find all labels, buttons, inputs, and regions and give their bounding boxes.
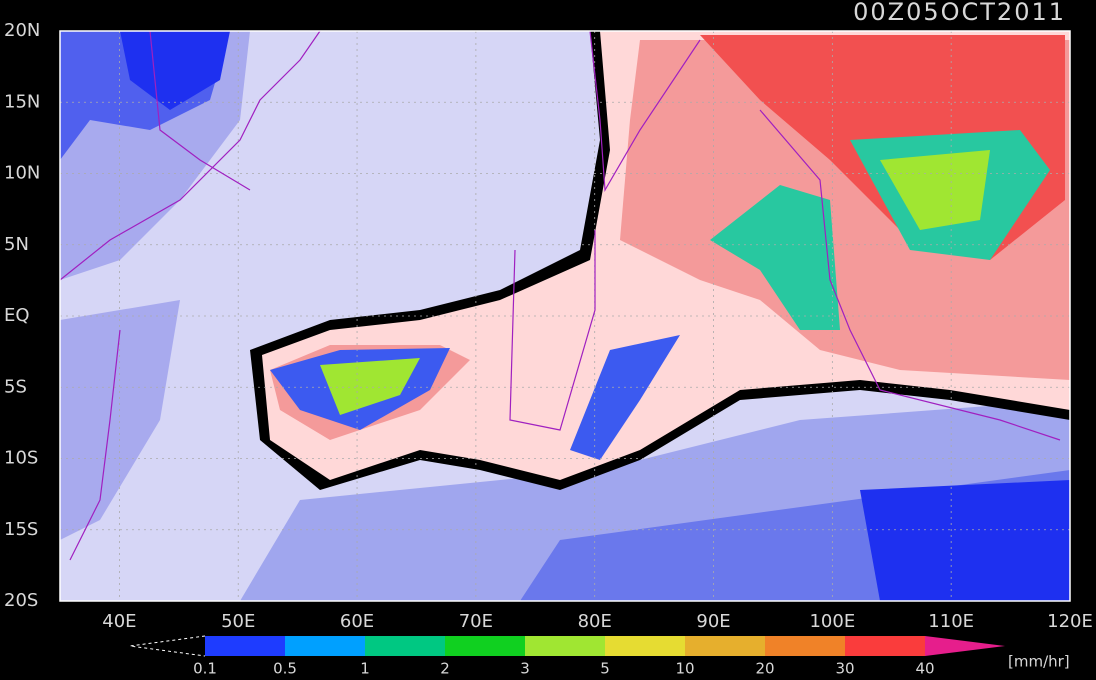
colorbar-label: 10 xyxy=(675,660,694,678)
field-region xyxy=(570,335,680,460)
colorbar-segment xyxy=(845,636,925,656)
chart-title: 00Z05OCT2011 xyxy=(853,0,1066,26)
y-tick-label: 20S xyxy=(4,590,38,611)
y-tick-label: 15S xyxy=(4,519,38,540)
colorbar-under xyxy=(129,635,206,657)
colorbar-segment xyxy=(605,636,685,656)
y-tick-label: 5N xyxy=(4,234,29,255)
coastline xyxy=(69,329,121,561)
colorbar-label: 3 xyxy=(520,660,530,678)
colorbar-over xyxy=(925,636,1005,656)
y-tick-label: 15N xyxy=(4,91,40,112)
y-tick-label: 10S xyxy=(4,448,38,469)
coastline xyxy=(589,30,701,192)
colorbar-label: 20 xyxy=(755,660,774,678)
colorbar-label: 5 xyxy=(600,660,610,678)
colorbar-label: 0.1 xyxy=(193,660,217,678)
colorbar-label: 40 xyxy=(915,660,934,678)
colorbar-segment xyxy=(765,636,845,656)
field-region xyxy=(880,150,990,230)
x-tick-label: 60E xyxy=(340,611,374,632)
x-tick-label: 110E xyxy=(928,611,974,632)
colorbar-segment xyxy=(365,636,445,656)
coastline xyxy=(759,109,1061,441)
y-tick-label: 5S xyxy=(4,376,27,397)
coastline xyxy=(149,30,251,191)
x-tick-label: 80E xyxy=(578,611,612,632)
field-region xyxy=(120,31,230,110)
y-tick-label: 10N xyxy=(4,163,40,184)
colorbar-label: 0.5 xyxy=(273,660,297,678)
colorbar-label: 2 xyxy=(440,660,450,678)
colorbar-label: 1 xyxy=(360,660,370,678)
colorbar-segment xyxy=(525,636,605,656)
field-region xyxy=(320,358,420,415)
field-region xyxy=(60,300,180,540)
x-tick-label: 100E xyxy=(809,611,855,632)
coastlines xyxy=(59,30,1061,561)
field-region xyxy=(860,480,1070,601)
x-tick-label: 90E xyxy=(696,611,730,632)
x-tick-label: 70E xyxy=(459,611,493,632)
frame xyxy=(59,30,1071,602)
colorbar-label: 30 xyxy=(835,660,854,678)
y-tick-label: 20N xyxy=(4,20,40,41)
y-tick-label: EQ xyxy=(4,305,30,326)
colorbar: 0.1 0.5 1 2 3 5 10 20 30 40 [mm/hr] xyxy=(129,635,1070,678)
field-region xyxy=(710,185,840,330)
x-tick-label: 40E xyxy=(102,611,136,632)
colorbar-segment xyxy=(285,636,365,656)
x-tick-label: 120E xyxy=(1047,611,1093,632)
colorbar-segment xyxy=(685,636,765,656)
coastline xyxy=(509,230,596,431)
colorbar-segment xyxy=(205,636,285,656)
colorbar-unit: [mm/hr] xyxy=(1008,653,1070,671)
coastline xyxy=(59,30,321,281)
colorbar-segment xyxy=(445,636,525,656)
x-tick-label: 50E xyxy=(221,611,255,632)
